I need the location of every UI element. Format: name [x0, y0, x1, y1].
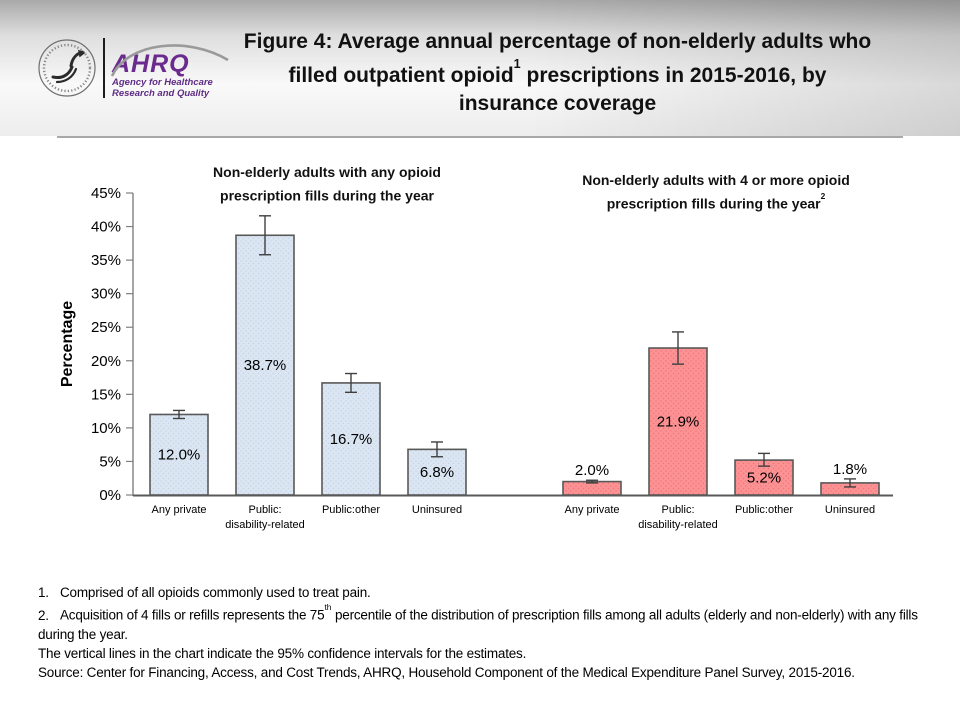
category-label: disability-related	[638, 519, 717, 531]
header: AHRQ Agency for Healthcare Research and …	[0, 0, 960, 136]
bar-chart-canvas: 0% 5% 10% 15% 20% 25% 30% 35% 40% 45% Percentage 12…	[59, 185, 893, 531]
ahrq-tagline-line1: Agency for Healthcare	[112, 76, 213, 88]
slide-title-line2: filled outpatient opioid1 prescriptions …	[288, 57, 827, 87]
footnote-source: Source: Center for Financing, Access, an…	[38, 664, 855, 680]
category-label: Public:other	[735, 504, 793, 516]
y-tick-label: 10%	[91, 420, 121, 437]
footnote-ci: The vertical lines in the chart indicate…	[38, 645, 527, 661]
logo-divider	[103, 38, 105, 98]
panel-title-right: Non-elderly adults with 4 or more opioid…	[582, 172, 850, 212]
category-label: Public:	[248, 504, 281, 516]
y-axis-title: Percentage	[59, 301, 76, 387]
category-label: disability-related	[225, 519, 304, 531]
bar-panel1-1	[648, 347, 708, 496]
footnotes: 1. Comprised of all opioids commonly used…	[38, 583, 938, 682]
panel-title-left: Non-elderly adults with any opioid presc…	[213, 164, 441, 204]
header-divider-line	[57, 136, 903, 138]
footnote-1: 1. Comprised of all opioids commonly used…	[38, 585, 371, 600]
slide-title: Figure 4: Average annual percentage of n…	[170, 28, 945, 118]
bar-value-label: 21.9%	[657, 414, 700, 431]
bar-panel0-0	[149, 413, 209, 496]
ahrq-tagline-line2: Research and Quality	[112, 87, 210, 99]
category-label: Public:other	[322, 504, 380, 516]
y-tick-label: 35%	[91, 252, 121, 269]
category-label: Any private	[564, 504, 619, 516]
y-tick-label: 30%	[91, 286, 121, 303]
hhs-ahrq-logo: AHRQ Agency for Healthcare Research and …	[35, 36, 232, 100]
footnote-ref-2: 2	[820, 191, 826, 202]
y-tick-label: 25%	[91, 319, 121, 336]
bar-value-label: 12.0%	[158, 447, 201, 464]
category-label: Public:	[661, 504, 694, 516]
bar-value-label: 5.2%	[747, 470, 781, 487]
chart-area: Non-elderly adults with any opioid presc…	[0, 150, 960, 580]
bar-panel0-1	[235, 234, 295, 496]
bar-value-label: 38.7%	[244, 357, 287, 374]
slide-title-line3: insurance coverage	[458, 92, 657, 115]
bar-panel0-2	[321, 382, 381, 496]
y-tick-label: 5%	[99, 453, 121, 470]
bar-value-label: 1.8%	[833, 461, 867, 478]
bar-value-label: 16.7%	[330, 431, 373, 448]
bar-value-label: 6.8%	[420, 464, 454, 481]
category-label: Uninsured	[825, 504, 875, 516]
footnote-2: 2. Acquisition of 4 fills or refills repr…	[38, 601, 918, 642]
category-label: Any private	[151, 504, 206, 516]
y-tick-label: 20%	[91, 353, 121, 370]
category-label: Uninsured	[412, 504, 462, 516]
ahrq-logotype: AHRQ Agency for Healthcare Research and …	[110, 38, 232, 99]
slide-title-line1: Figure 4: Average annual percentage of n…	[243, 30, 872, 53]
bar-value-label: 2.0%	[575, 462, 609, 479]
y-tick-label: 40%	[91, 219, 121, 236]
y-tick-label: 45%	[91, 185, 121, 202]
footnote-ref-1: 1	[513, 57, 521, 72]
y-tick-label: 0%	[99, 487, 121, 504]
hhs-eagle-icon	[38, 39, 96, 97]
y-tick-label: 15%	[91, 386, 121, 403]
